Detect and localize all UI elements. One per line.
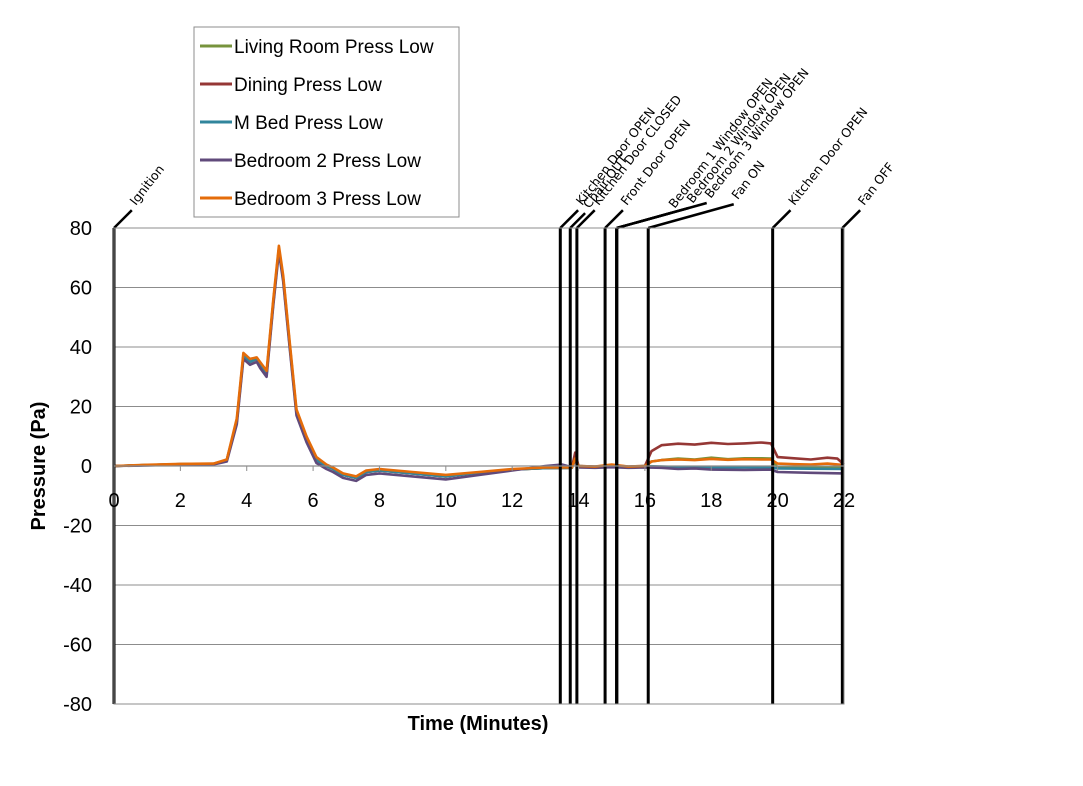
- event-marker: Chair OUT: [568, 151, 631, 704]
- event-leader: [113, 209, 133, 229]
- event-marker: Ignition: [112, 162, 167, 704]
- series-lines: [113, 244, 845, 483]
- event-leader: [771, 209, 792, 229]
- event-leader: [604, 209, 624, 229]
- event-label: Kitchen Door OPEN: [785, 105, 870, 209]
- event-leader: [616, 201, 708, 230]
- legend: Living Room Press Low Dining Press Low M B…: [193, 26, 460, 218]
- event-leader: [569, 212, 586, 229]
- event-label: Fan OFF: [855, 160, 897, 209]
- legend-label: Dining Press Low: [234, 75, 382, 96]
- y-tick-label: 20: [70, 397, 92, 419]
- legend-label: Living Room Press Low: [234, 37, 434, 58]
- axes: 80 60 40 20 0 -20 -40 -60 -80 0 2 4 6 8 10 12 14 16 18 20 22: [63, 218, 855, 716]
- x-tick-label: 16: [634, 490, 656, 512]
- event-marker: Fan OFF: [840, 160, 897, 704]
- x-tick-label: 14: [567, 490, 589, 512]
- legend-label: Bedroom 3 Press Low: [234, 189, 421, 210]
- y-tick-label: -40: [63, 575, 92, 597]
- event-leader: [576, 209, 596, 229]
- legend-box: [193, 26, 460, 218]
- x-tick-label: 8: [374, 490, 385, 512]
- x-tick-label: 22: [833, 490, 855, 512]
- event-marker: Fan ON: [646, 158, 768, 704]
- x-axis-title: Time (Minutes): [408, 713, 549, 735]
- series-line-4: [113, 244, 845, 478]
- x-tick-label: 12: [501, 490, 523, 512]
- event-label: Ignition: [126, 162, 167, 208]
- legend-label: Bedroom 2 Press Low: [234, 151, 421, 172]
- x-tick-label: 10: [435, 490, 457, 512]
- y-axis-title: Pressure (Pa): [28, 402, 50, 531]
- series-line-3: [113, 250, 845, 483]
- legend-label: M Bed Press Low: [234, 113, 383, 134]
- y-tick-label: 60: [70, 278, 92, 300]
- x-tick-label: 2: [175, 490, 186, 512]
- y-tick-label: -60: [63, 635, 92, 657]
- y-tick-label: -20: [63, 516, 92, 538]
- x-tick-label: 6: [308, 490, 319, 512]
- event-leader: [841, 209, 862, 229]
- event-marker: Kitchen Door OPEN: [771, 105, 870, 704]
- x-tick-label: 20: [767, 490, 789, 512]
- series-line-1: [113, 247, 845, 480]
- x-tick-label: 4: [241, 490, 252, 512]
- x-tick-label: 18: [700, 490, 722, 512]
- event-leader: [559, 209, 579, 229]
- y-tick-label: -80: [63, 694, 92, 716]
- event-leader: [647, 203, 735, 230]
- y-tick-label: 80: [70, 218, 92, 240]
- y-tick-label: 40: [70, 337, 92, 359]
- x-tick-label: 0: [108, 490, 119, 512]
- y-tick-label: 0: [81, 456, 92, 478]
